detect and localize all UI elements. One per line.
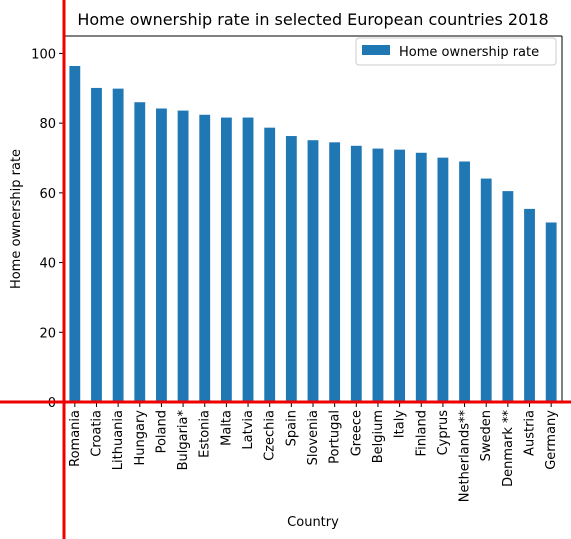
x-tick-label: Austria [523,410,538,456]
bar-slovenia [307,140,319,403]
x-axis-title: Country [287,515,339,530]
y-axis-ticks: 020406080100 [31,47,64,411]
bars-group [69,65,557,403]
x-tick-label: Latvia [241,410,256,450]
bar-netherlands [459,161,470,402]
x-tick-label: Belgium [371,410,386,463]
y-tick-label: 100 [31,47,56,62]
y-tick-label: 40 [39,257,56,272]
legend-swatch [362,45,390,55]
bar-finland [415,152,427,402]
bar-austria [524,208,535,402]
chart-title: Home ownership rate in selected European… [77,10,548,29]
x-tick-label: Finland [414,410,429,456]
bar-latvia [242,117,254,403]
bar-czechia [264,127,276,402]
legend: Home ownership rate [355,37,557,66]
y-tick-label: 80 [39,117,56,132]
legend-label: Home ownership rate [399,45,539,60]
x-tick-label: Lithuania [111,410,126,470]
bar-belgium [372,148,384,402]
x-tick-label: Croatia [89,410,104,457]
bar-lithuania [112,88,124,403]
x-tick-label: Greece [349,410,364,456]
x-tick-label: Sweden [479,410,494,461]
x-axis-ticks: Romania Croatia Lithuania Hungary Poland Bulg… [68,402,559,502]
bar-romania [69,65,81,402]
bar-croatia [91,87,102,403]
bar-estonia [199,114,211,402]
x-tick-label: Romania [68,410,83,467]
bar-malta [220,117,232,403]
x-tick-label: Czechia [263,410,278,461]
bar-spain [285,136,297,403]
x-tick-label: Cyprus [436,410,451,456]
x-tick-label: Malta [219,410,234,446]
bar-sweden [480,178,492,402]
x-tick-label: Hungary [133,410,148,466]
bar-germany [545,222,557,402]
x-tick-label: Portugal [328,410,343,464]
x-tick-label: Bulgaria* [176,410,191,471]
x-tick-label: Estonia [198,410,213,458]
bar-portugal [329,142,341,403]
x-tick-label: Denmark ** [501,410,516,487]
bar-italy [394,149,406,402]
x-tick-label: Germany [544,410,559,470]
y-axis-title: Home ownership rate [9,149,24,289]
x-tick-label: Italy [393,410,408,439]
bar-hungary [134,102,146,402]
x-tick-label: Slovenia [306,410,321,465]
y-tick-label: 20 [39,326,56,341]
legend-box [355,37,557,66]
bar-greece [350,145,362,403]
x-tick-label: Spain [284,410,299,446]
x-tick-label: Poland [154,410,169,453]
bar-denmark [502,191,514,402]
bar-cyprus [437,157,449,402]
bar-bulgaria [177,110,189,402]
x-tick-label: Netherlands** [458,410,473,503]
y-tick-label: 60 [39,187,56,202]
bar-poland [156,108,167,402]
